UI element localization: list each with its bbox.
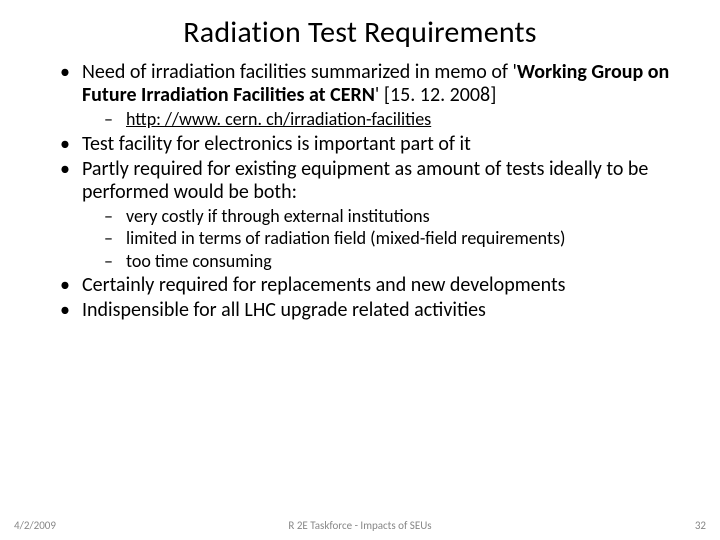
slide-body: Need of irradiation facilities summarize… bbox=[0, 61, 720, 322]
bullet-3-sub-2: limited in terms of radiation field (mix… bbox=[82, 228, 680, 250]
bullet-3-text: Partly required for existing equipment a… bbox=[82, 157, 648, 204]
bullet-1: Need of irradiation facilities summarize… bbox=[58, 61, 680, 131]
bullet-3: Partly required for existing equipment a… bbox=[58, 158, 680, 273]
bullet-1-post: ' [15. 12. 2008] bbox=[375, 83, 496, 107]
bullet-3-sub-3: too time consuming bbox=[82, 251, 680, 273]
bullet-5: Indispensible for all LHC upgrade relate… bbox=[58, 299, 680, 322]
bullet-3-sublist: very costly if through external institut… bbox=[82, 206, 680, 273]
slide-title: Radiation Test Requirements bbox=[0, 0, 720, 61]
bullet-list: Need of irradiation facilities summarize… bbox=[58, 61, 680, 322]
bullet-3-sub-1: very costly if through external institut… bbox=[82, 206, 680, 228]
bullet-2: Test facility for electronics is importa… bbox=[58, 133, 680, 156]
footer-page-number: 32 bbox=[695, 519, 706, 532]
bullet-1-sub-1: http: //www. cern. ch/irradiation-facili… bbox=[82, 109, 680, 131]
bullet-1-pre: Need of irradiation facilities summarize… bbox=[82, 60, 517, 84]
irradiation-link[interactable]: http: //www. cern. ch/irradiation-facili… bbox=[126, 108, 431, 130]
footer-center: R 2E Taskforce - Impacts of SEUs bbox=[0, 519, 720, 532]
bullet-1-sublist: http: //www. cern. ch/irradiation-facili… bbox=[82, 109, 680, 131]
bullet-4: Certainly required for replacements and … bbox=[58, 274, 680, 297]
